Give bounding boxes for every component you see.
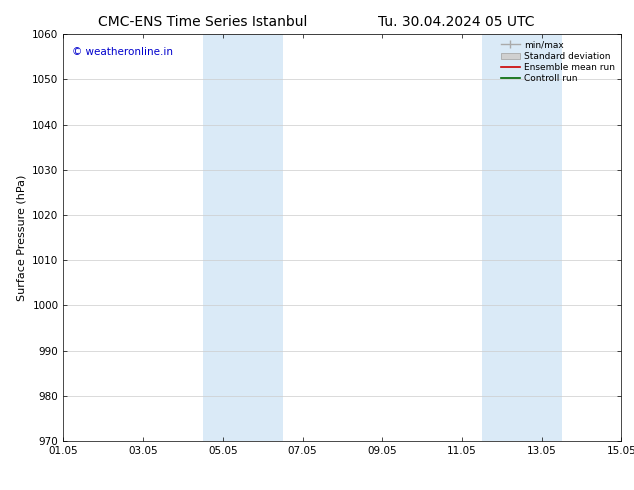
Text: © weatheronline.in: © weatheronline.in bbox=[72, 47, 173, 56]
Text: Tu. 30.04.2024 05 UTC: Tu. 30.04.2024 05 UTC bbox=[378, 15, 534, 29]
Text: CMC-ENS Time Series Istanbul: CMC-ENS Time Series Istanbul bbox=[98, 15, 307, 29]
Bar bbox=[203, 34, 283, 441]
Legend: min/max, Standard deviation, Ensemble mean run, Controll run: min/max, Standard deviation, Ensemble me… bbox=[499, 39, 617, 85]
Bar bbox=[482, 34, 562, 441]
Y-axis label: Surface Pressure (hPa): Surface Pressure (hPa) bbox=[16, 174, 27, 301]
